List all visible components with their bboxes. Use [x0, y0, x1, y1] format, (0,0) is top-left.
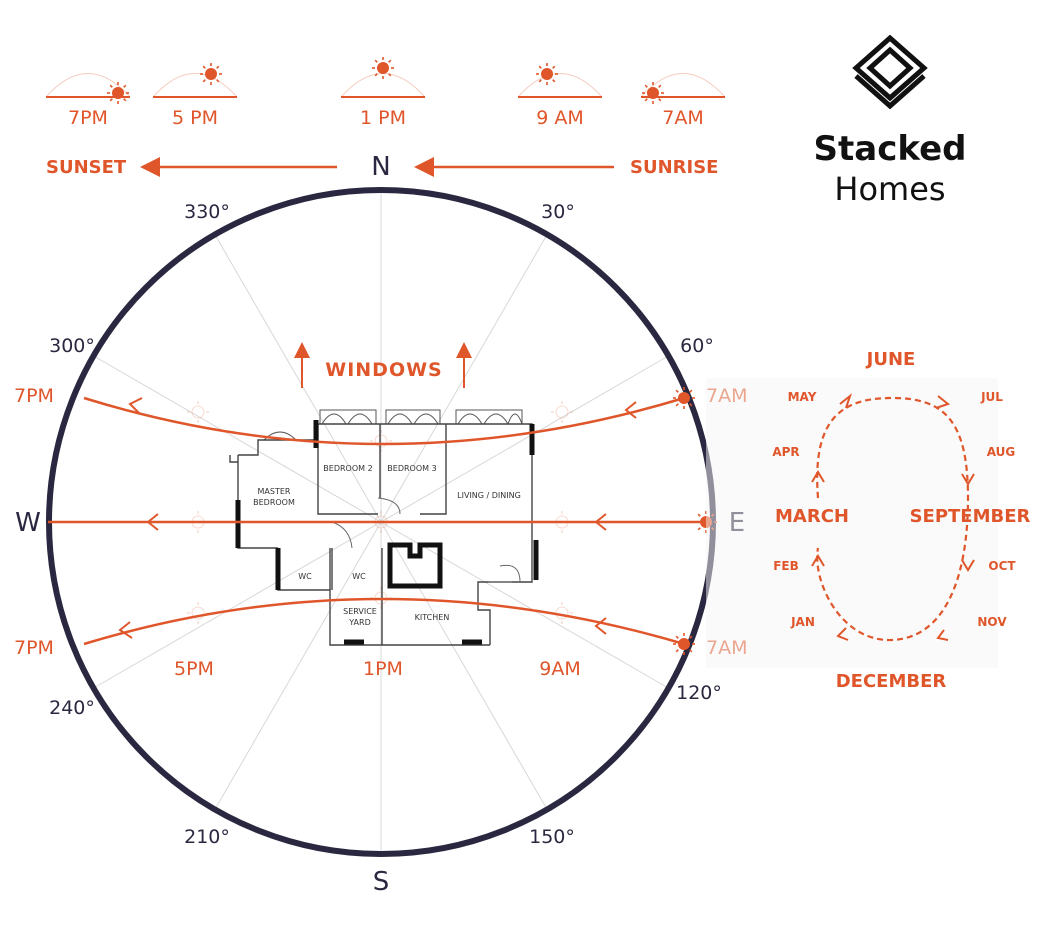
room-kitchen: KITCHEN	[415, 613, 450, 622]
top-sun-strip: 7PM 5 PM 1 PM 9 AM 7AM	[45, 56, 726, 129]
month-feb: FEB	[773, 559, 799, 573]
room-wc-1: WC	[298, 572, 312, 581]
sun-mini-1pm: 1 PM	[340, 56, 426, 129]
time-1pm-bottom: 1PM	[363, 658, 403, 680]
room-bedroom-2: BEDROOM 2	[323, 464, 372, 473]
month-jan: JAN	[790, 615, 815, 629]
sunrise-sunset-row: SUNSET N SUNRISE	[46, 152, 718, 182]
room-master-bedroom-2: BEDROOM	[253, 498, 295, 507]
deg-240: 240°	[49, 697, 95, 719]
brand-block: Stacked Homes	[814, 34, 967, 208]
sun-mini-7am: 7AM	[640, 73, 726, 129]
sunrise-label: SUNRISE	[630, 157, 718, 178]
month-oct: OCT	[988, 559, 1016, 573]
winter-end-time: 7PM	[14, 637, 54, 659]
room-living-dining: LIVING / DINING	[457, 491, 521, 500]
season-june: JUNE	[865, 349, 916, 370]
room-master-bedroom-1: MASTER	[258, 487, 291, 496]
deg-120: 120°	[676, 682, 722, 704]
sun-mini-9am: 9 AM	[517, 62, 603, 129]
time-9am-bottom: 9AM	[539, 658, 580, 680]
season-loop	[816, 396, 970, 642]
room-bedroom-3: BEDROOM 3	[387, 464, 436, 473]
windows-indicator: WINDOWS	[294, 342, 472, 388]
floor-plan: MASTER BEDROOM BEDROOM 2 BEDROOM 3 LIVIN…	[229, 409, 539, 646]
sun-mini-5pm: 5 PM	[152, 62, 238, 129]
deg-60: 60°	[680, 335, 714, 357]
brand-name-line1: Stacked	[814, 129, 967, 169]
month-apr: APR	[772, 445, 799, 459]
seasonal-cycle: JUNE MARCH SEPTEMBER DECEMBER MAY JUL AP…	[706, 349, 1031, 692]
time-5pm-bottom: 5PM	[174, 658, 214, 680]
deg-30: 30°	[541, 201, 575, 223]
sunset-label: SUNSET	[46, 157, 127, 178]
room-wc-2: WC	[352, 572, 366, 581]
month-may: MAY	[788, 390, 817, 404]
time-7pm-top: 7PM	[68, 107, 108, 129]
room-service-yard-1: SERVICE	[343, 607, 377, 616]
west-label: W	[15, 508, 41, 538]
windows-label: WINDOWS	[325, 359, 443, 381]
season-march: MARCH	[775, 506, 849, 527]
season-december: DECEMBER	[836, 671, 947, 692]
time-1pm-top: 1 PM	[360, 107, 406, 129]
time-9am-top: 9 AM	[536, 107, 584, 129]
winter-sun-path	[83, 597, 685, 646]
summer-end-time: 7PM	[14, 385, 54, 407]
month-jul: JUL	[980, 390, 1003, 404]
month-aug: AUG	[987, 445, 1016, 459]
deg-150: 150°	[529, 826, 575, 848]
south-label: S	[373, 867, 390, 897]
season-september: SEPTEMBER	[910, 506, 1031, 527]
brand-name-line2: Homes	[834, 170, 945, 208]
stacked-layers-icon	[852, 34, 928, 110]
north-label: N	[371, 152, 390, 182]
summer-sun-path	[83, 396, 685, 446]
sun-mini-7pm: 7PM	[45, 73, 131, 129]
room-service-yard-2: YARD	[348, 618, 370, 627]
deg-210: 210°	[184, 826, 230, 848]
deg-300: 300°	[49, 335, 95, 357]
sun-paths	[48, 396, 706, 646]
month-nov: NOV	[977, 615, 1007, 629]
time-7am-top: 7AM	[662, 107, 703, 129]
compass: 330° 30° 300° 60° 240° 120° 210° 150° W …	[15, 187, 745, 897]
time-5pm-top: 5 PM	[172, 107, 218, 129]
deg-330: 330°	[184, 201, 230, 223]
